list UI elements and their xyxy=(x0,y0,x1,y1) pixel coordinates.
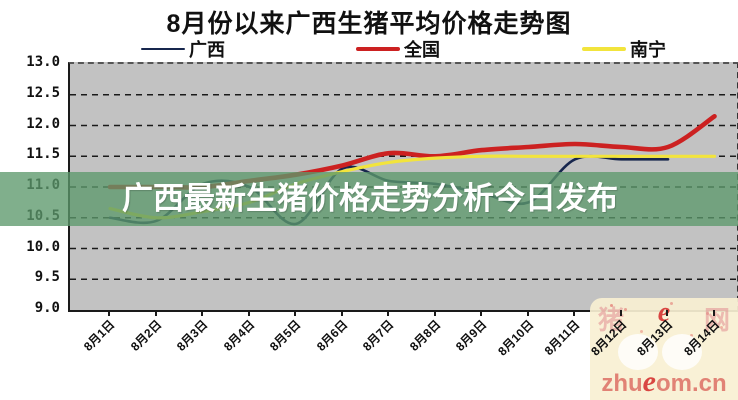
legend-label-nanning: 南宁 xyxy=(630,40,666,60)
x-axis-tick xyxy=(433,310,436,316)
x-axis-label: 8月1日 xyxy=(80,317,118,354)
x-axis-tick xyxy=(480,310,482,316)
x-axis-label: 8月6日 xyxy=(313,317,350,354)
x-axis-tick xyxy=(526,310,529,316)
y-axis-label: 9.0 xyxy=(34,300,60,316)
x-axis-tick xyxy=(387,310,389,316)
news-banner: 广西最新生猪价格走势分析今日发布 xyxy=(0,172,738,226)
x-axis-tick xyxy=(573,310,575,316)
x-axis-tick xyxy=(294,310,296,316)
watermark-dots-decoration xyxy=(610,304,613,307)
x-axis-label: 8月4日 xyxy=(220,317,257,354)
x-axis-tick xyxy=(247,310,250,316)
x-axis-tick xyxy=(108,310,110,316)
x-axis-label: 8月7日 xyxy=(359,317,397,354)
legend: 广西 全国 南宁 xyxy=(0,38,738,60)
watermark-e-logo: e xyxy=(657,297,671,328)
x-axis-tick xyxy=(666,310,668,316)
legend-swatch-guangxi-line xyxy=(141,47,185,51)
y-axis-label: 11.5 xyxy=(26,146,60,163)
chart-title: 8月份以来广西生猪平均价格走势图 xyxy=(166,10,572,38)
legend-item-guangxi: 广西 xyxy=(141,38,225,60)
x-axis-label: 8月3日 xyxy=(173,317,211,354)
watermark-url-prefix: zhu xyxy=(601,370,643,397)
y-axis-label: 12.0 xyxy=(26,115,60,132)
watermark-url-suffix: om.cn xyxy=(655,370,727,397)
legend-swatch-national-line xyxy=(356,46,400,52)
y-axis-label: 12.5 xyxy=(26,84,60,101)
y-axis-label: 13.0 xyxy=(26,54,60,70)
legend-item-national: 全国 xyxy=(356,38,440,60)
watermark-url: zhueom.cn xyxy=(590,367,738,398)
x-axis-tick xyxy=(201,310,203,316)
x-axis-tick xyxy=(712,310,715,316)
x-axis-label: 8月8日 xyxy=(406,317,443,354)
watermark-circle-icon xyxy=(618,334,658,370)
news-banner-text: 广西最新生猪价格走势分析今日发布 xyxy=(122,181,618,216)
x-axis-label: 8月2日 xyxy=(127,317,164,354)
x-axis-label: 8月10日 xyxy=(494,317,536,359)
x-axis-tick xyxy=(154,310,157,316)
watermark-char-net: 网 xyxy=(703,305,730,335)
x-axis-label: 8月9日 xyxy=(452,317,490,354)
x-axis-label: 8月11日 xyxy=(541,317,583,358)
legend-swatch-nanning-line xyxy=(582,47,626,51)
legend-item-nanning: 南宁 xyxy=(582,38,666,60)
watermark-circle-icon xyxy=(662,334,702,370)
y-axis-label: 10.0 xyxy=(26,238,60,255)
x-axis-tick xyxy=(619,310,622,316)
watermark-url-e: e xyxy=(642,365,656,398)
legend-label-national: 全国 xyxy=(404,40,440,60)
y-axis-label: 9.5 xyxy=(34,269,60,286)
x-axis-label: 8月5日 xyxy=(266,317,304,354)
watermark: 猪 e 网 zhueom.cn xyxy=(590,298,738,400)
legend-label-guangxi: 广西 xyxy=(189,40,225,60)
x-axis-tick xyxy=(340,310,343,316)
